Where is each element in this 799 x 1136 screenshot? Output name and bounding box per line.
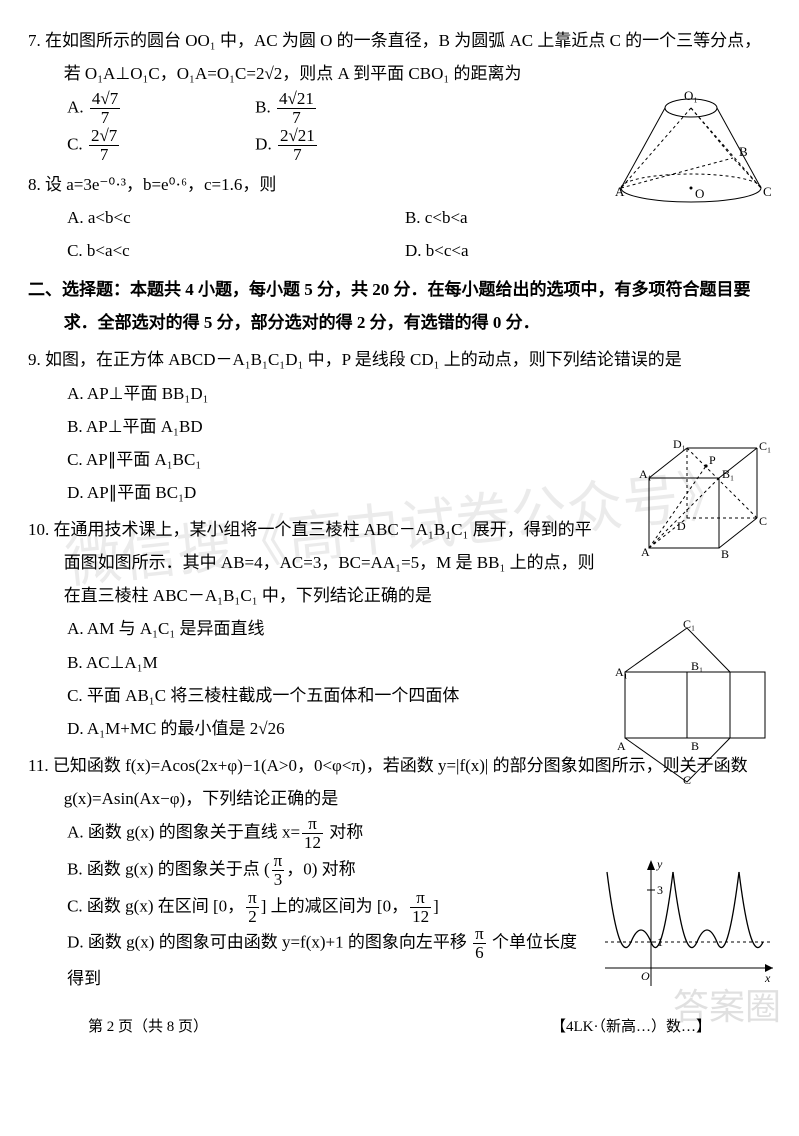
svg-text:3: 3 [657, 883, 663, 897]
q7-opt-B: B. 4√217 [255, 90, 443, 127]
q9-text: 如图，在正方体 ABCD－A₁B₁C₁D₁ 中，P 是线段 CD₁ 上的动点，则… [45, 350, 682, 369]
page-footer: 第 2 页（共 8 页） 【4LK·（新高…）数…】 [28, 1013, 771, 1042]
q9-stem: 9. 如图，在正方体 ABCD－A₁B₁C₁D₁ 中，P 是线段 CD₁ 上的动… [28, 343, 771, 376]
q7-stem: 7. 在如图所示的圆台 OO₁ 中，AC 为圆 O 的一条直径，B 为圆弧 AC… [28, 24, 771, 90]
svg-text:O₁: O₁ [684, 88, 698, 103]
svg-text:y: y [656, 858, 663, 871]
svg-text:A₁: A₁ [639, 467, 652, 481]
q11-opt-D: D. 函数 g(x) 的图象可由函数 y=f(x)+1 的图象向左平移 π6 个… [67, 925, 593, 995]
q7-opt-A: A. 4√77 [67, 90, 255, 127]
question-8: 8. 设 a=3e⁻⁰·³，b=e⁰·⁶，c=1.6，则 A. a<b<c B.… [28, 168, 771, 267]
q11-num: 11. [28, 756, 49, 775]
q8-opt-D: D. b<c<a [405, 234, 743, 267]
q8-text: 设 a=3e⁻⁰·³，b=e⁰·⁶，c=1.6，则 [45, 175, 276, 194]
q11-opt-A: A. 函数 g(x) 的图象关于直线 x=π12 对称 [67, 815, 593, 852]
q11-stem: 11. 已知函数 f(x)=Acos(2x+φ)−1(A>0，0<φ<π)，若函… [28, 749, 771, 815]
svg-text:C₁: C₁ [759, 439, 771, 453]
svg-text:D₁: D₁ [673, 438, 686, 451]
q7-num: 7. [28, 31, 41, 50]
svg-text:1: 1 [657, 935, 663, 949]
q7-opt-D: D. 2√217 [255, 127, 443, 164]
q10-opt-D: D. A₁M+MC 的最小值是 2√26 [67, 712, 607, 745]
footer-page: 第 2 页（共 8 页） [88, 1013, 208, 1042]
q10-num: 10. [28, 520, 49, 539]
svg-text:x: x [764, 971, 771, 985]
q10-stem: 10. 在通用技术课上，某小组将一个直三棱柱 ABC－A₁B₁C₁ 展开，得到的… [28, 513, 608, 612]
q10-opt-B: B. AC⊥A₁M [67, 646, 607, 679]
q10-opt-C: C. 平面 AB₁C 将三棱柱截成一个五面体和一个四面体 [67, 679, 607, 712]
q7-text: 在如图所示的圆台 OO₁ 中，AC 为圆 O 的一条直径，B 为圆弧 AC 上靠… [45, 31, 761, 83]
q11-opt-C: C. 函数 g(x) 在区间 [0，π2] 上的减区间为 [0，π12] [67, 889, 593, 926]
q8-num: 8. [28, 175, 41, 194]
svg-text:O: O [641, 969, 650, 983]
q10-text: 在通用技术课上，某小组将一个直三棱柱 ABC－A₁B₁C₁ 展开，得到的平面图如… [54, 520, 595, 605]
q9-opt-D: D. AP∥平面 BC₁D [67, 476, 563, 509]
section-2-header: 二、选择题：本题共 4 小题，每小题 5 分，共 20 分．在每小题给出的选项中… [28, 273, 771, 339]
svg-text:B₁: B₁ [691, 659, 703, 673]
svg-text:C₁: C₁ [683, 618, 695, 631]
q8-stem: 8. 设 a=3e⁻⁰·³，b=e⁰·⁶，c=1.6，则 [28, 168, 771, 201]
q11-opt-B: B. 函数 g(x) 的图象关于点 (π3，0) 对称 [67, 852, 593, 889]
svg-text:A₁: A₁ [615, 665, 628, 679]
svg-text:P: P [709, 453, 716, 467]
q11-figure: x y O 3 1 [605, 858, 775, 988]
q9-opt-A: A. AP⊥平面 BB₁D₁ [67, 377, 563, 410]
q7-opt-C: C. 2√77 [67, 127, 255, 164]
q9-opt-C: C. AP∥平面 A₁BC₁ [67, 443, 563, 476]
footer-code: 【4LK·（新高…）数…】 [551, 1013, 711, 1042]
q9-num: 9. [28, 350, 41, 369]
q9-opt-B: B. AP⊥平面 A₁BD [67, 410, 563, 443]
svg-text:B: B [739, 144, 748, 159]
svg-text:B₁: B₁ [722, 467, 734, 481]
q8-opt-B: B. c<b<a [405, 201, 743, 234]
q8-opt-A: A. a<b<c [67, 201, 405, 234]
q10-opt-A: A. AM 与 A₁C₁ 是异面直线 [67, 612, 607, 645]
q8-opt-C: C. b<a<c [67, 234, 405, 267]
q11-text: 已知函数 f(x)=Acos(2x+φ)−1(A>0，0<φ<π)，若函数 y=… [53, 756, 748, 808]
